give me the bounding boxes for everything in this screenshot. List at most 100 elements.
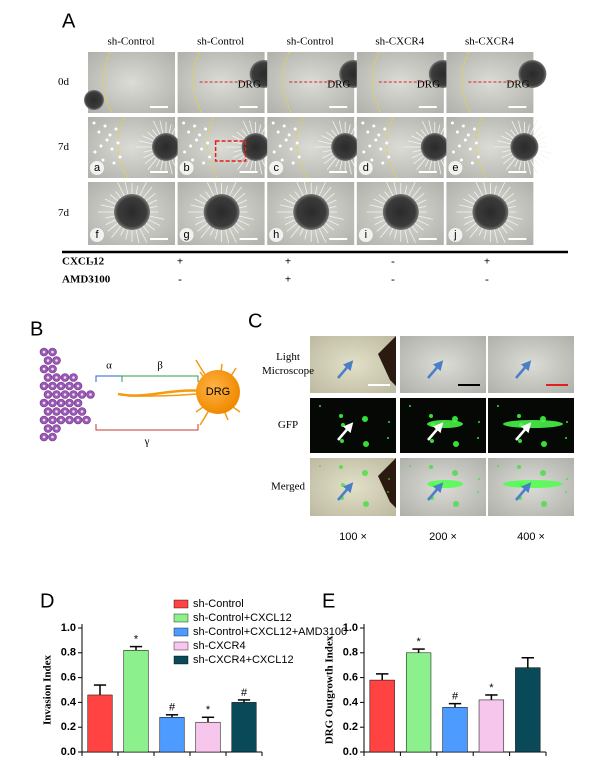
gfp-spot: [541, 441, 547, 447]
y-axis-label: DRG Outgrowth Index: [324, 635, 336, 744]
y-tick-label: 0.0: [61, 746, 76, 758]
photo: [84, 51, 175, 114]
legend-label: sh-Control: [193, 598, 244, 610]
image-letter: i: [365, 229, 367, 241]
significance-mark: *: [134, 634, 139, 646]
gfp-spot: [409, 465, 411, 467]
gfp-spot: [540, 470, 546, 476]
cell: [455, 130, 459, 134]
gfp-spot: [429, 465, 433, 469]
image-letter: b: [184, 162, 190, 174]
cell: [112, 161, 116, 165]
nucleus: [55, 427, 58, 430]
photo: [488, 336, 574, 393]
legend-label: sh-Control+CXCL12: [193, 612, 292, 624]
row-label: 7d: [58, 141, 70, 153]
cell: [272, 150, 276, 154]
bar: [478, 699, 505, 753]
y-tick-label: 0.4: [343, 696, 359, 708]
letter-bg: [448, 228, 463, 242]
y-tick-label: 0.6: [343, 672, 358, 684]
drg-body: [241, 133, 270, 161]
treatment-sign: +: [285, 274, 291, 286]
gfp-spot: [453, 441, 459, 447]
photo: [488, 398, 574, 453]
cell: [108, 133, 112, 137]
nucleus: [76, 384, 80, 388]
gfp-spot: [362, 416, 368, 422]
bar: [369, 679, 395, 753]
cell: [183, 150, 187, 154]
cell: [278, 144, 282, 148]
y-tick-label: 0.2: [343, 721, 358, 733]
gfp-cell: [427, 420, 463, 428]
bar: [159, 717, 185, 753]
magnification: 400 ×: [517, 531, 545, 543]
cell: [97, 130, 101, 134]
cell: [206, 141, 210, 145]
photo: h: [267, 181, 355, 245]
gfp-spot: [363, 501, 369, 507]
drg-blob: [378, 336, 396, 386]
significance-mark: *: [489, 682, 494, 694]
photo: e: [446, 116, 553, 179]
y-tick-label: 0.8: [343, 647, 358, 659]
brace-beta: [121, 375, 199, 382]
nucleus: [55, 359, 58, 362]
gfp-spot: [388, 478, 390, 480]
cell: [198, 133, 202, 137]
cell: [381, 161, 385, 165]
beta-label: β: [157, 360, 163, 372]
legend-swatch: [173, 627, 189, 637]
cell: [361, 121, 365, 125]
gfp-spot: [387, 491, 389, 493]
row-label: Light: [276, 351, 300, 363]
cell: [289, 147, 293, 151]
cell: [370, 158, 374, 162]
bar: [442, 707, 468, 753]
nucleus: [63, 393, 67, 396]
nucleus: [76, 401, 80, 405]
cell: [377, 133, 381, 137]
gfp-spot: [497, 465, 499, 467]
drg-body: [293, 194, 330, 230]
edge-line: [296, 116, 308, 179]
edge-line: [102, 51, 113, 114]
cell: [282, 124, 286, 128]
drg-body: [152, 133, 180, 161]
nucleus: [68, 418, 71, 422]
column-header: sh-Control: [107, 36, 154, 48]
arrow: [515, 482, 532, 501]
significance-mark: #: [241, 687, 248, 699]
cell: [374, 138, 378, 142]
arrow: [337, 482, 354, 501]
cell: [450, 121, 454, 125]
gfp-spot: [566, 421, 568, 423]
drg-body: [203, 194, 240, 230]
gfp-spot: [478, 478, 480, 480]
bar: [195, 721, 221, 753]
gfp-spot: [565, 437, 567, 439]
photo: DRG: [356, 51, 457, 114]
nucleus: [80, 410, 84, 413]
nucleus: [76, 418, 80, 422]
cell: [103, 124, 107, 128]
treatment-label: CXCL12: [62, 256, 105, 268]
image-letter: e: [452, 162, 458, 174]
letter-bg: [269, 161, 284, 175]
cell: [468, 147, 472, 151]
nucleus: [59, 418, 63, 422]
panel-label: A: [62, 10, 76, 32]
nucleus: [42, 384, 46, 388]
legend-label: sh-CXCR4+CXCL12: [193, 654, 294, 666]
cell: [366, 130, 370, 134]
legend-swatch: [173, 613, 189, 623]
cell: [195, 138, 199, 142]
column-header: sh-Control: [197, 36, 244, 48]
nucleus: [63, 410, 67, 413]
cell: [182, 121, 186, 125]
cell: [379, 147, 383, 151]
nucleus: [55, 393, 58, 396]
row-label: 7d: [58, 207, 70, 219]
